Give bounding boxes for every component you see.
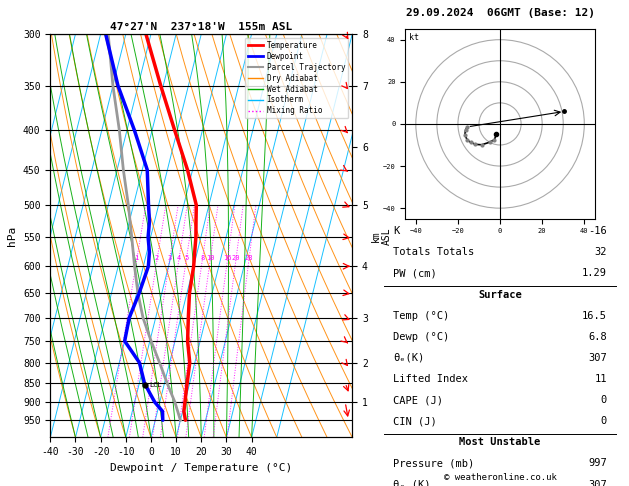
Text: 5: 5 bbox=[184, 255, 188, 260]
Text: 0: 0 bbox=[601, 395, 607, 405]
Text: Pressure (mb): Pressure (mb) bbox=[393, 458, 474, 469]
Text: PW (cm): PW (cm) bbox=[393, 268, 437, 278]
Text: 28: 28 bbox=[245, 255, 253, 260]
Text: 307: 307 bbox=[588, 480, 607, 486]
Text: 0: 0 bbox=[601, 416, 607, 426]
Text: K: K bbox=[393, 226, 399, 236]
Y-axis label: km
ASL: km ASL bbox=[370, 227, 392, 244]
Text: 10: 10 bbox=[206, 255, 214, 260]
Text: CIN (J): CIN (J) bbox=[393, 416, 437, 426]
Text: LCL: LCL bbox=[149, 382, 162, 388]
Text: -16: -16 bbox=[588, 226, 607, 236]
Text: 307: 307 bbox=[588, 353, 607, 363]
Title: 47°27'N  237°18'W  155m ASL: 47°27'N 237°18'W 155m ASL bbox=[110, 22, 292, 32]
Text: © weatheronline.co.uk: © weatheronline.co.uk bbox=[443, 473, 557, 482]
Text: 6.8: 6.8 bbox=[588, 332, 607, 342]
Text: Most Unstable: Most Unstable bbox=[459, 437, 541, 447]
Text: 11: 11 bbox=[594, 374, 607, 384]
Text: 1.29: 1.29 bbox=[582, 268, 607, 278]
Text: θₑ(K): θₑ(K) bbox=[393, 353, 424, 363]
X-axis label: Dewpoint / Temperature (°C): Dewpoint / Temperature (°C) bbox=[110, 463, 292, 473]
Text: 8: 8 bbox=[200, 255, 204, 260]
Text: 16: 16 bbox=[223, 255, 231, 260]
Text: Temp (°C): Temp (°C) bbox=[393, 311, 449, 321]
Text: 29.09.2024  06GMT (Base: 12): 29.09.2024 06GMT (Base: 12) bbox=[406, 8, 594, 18]
Text: θₑ (K): θₑ (K) bbox=[393, 480, 430, 486]
Text: Totals Totals: Totals Totals bbox=[393, 247, 474, 257]
Text: Lifted Index: Lifted Index bbox=[393, 374, 468, 384]
Text: 2: 2 bbox=[155, 255, 159, 260]
Text: CAPE (J): CAPE (J) bbox=[393, 395, 443, 405]
Legend: Temperature, Dewpoint, Parcel Trajectory, Dry Adiabat, Wet Adiabat, Isotherm, Mi: Temperature, Dewpoint, Parcel Trajectory… bbox=[245, 38, 348, 119]
Y-axis label: hPa: hPa bbox=[8, 226, 18, 246]
Text: 997: 997 bbox=[588, 458, 607, 469]
Text: 16.5: 16.5 bbox=[582, 311, 607, 321]
Text: 3: 3 bbox=[167, 255, 172, 260]
Text: 1: 1 bbox=[135, 255, 139, 260]
Text: Dewp (°C): Dewp (°C) bbox=[393, 332, 449, 342]
Text: 32: 32 bbox=[594, 247, 607, 257]
Text: Surface: Surface bbox=[478, 290, 522, 299]
Text: kt: kt bbox=[409, 33, 419, 42]
Text: 4: 4 bbox=[177, 255, 181, 260]
Text: 20: 20 bbox=[231, 255, 240, 260]
